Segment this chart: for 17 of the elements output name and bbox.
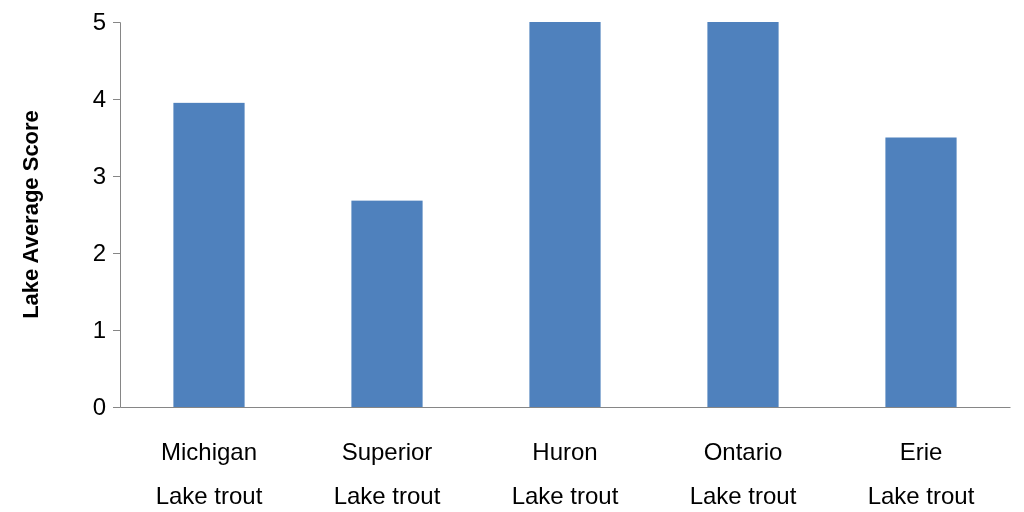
y-tick-label: 5	[92, 8, 106, 36]
x-tick-label: Erie Lake trout	[867, 438, 975, 509]
bar	[173, 102, 245, 407]
y-tick-label: 4	[92, 85, 106, 113]
y-tick-label: 2	[92, 239, 106, 267]
x-tick-label: Superior Lake trout	[333, 438, 441, 509]
y-tick-label: 3	[92, 162, 106, 190]
y-axis-title: Lake Average Score	[18, 110, 43, 319]
x-tick-label: Michigan Lake trout	[155, 438, 263, 509]
bar	[885, 137, 957, 407]
bar	[351, 200, 423, 407]
bar	[707, 22, 779, 407]
y-tick-label: 1	[92, 316, 106, 344]
x-tick-label: Ontario Lake trout	[689, 438, 797, 509]
bar	[529, 22, 601, 407]
x-tick-label: Huron Lake trout	[511, 438, 619, 509]
y-tick-label: 0	[92, 393, 106, 421]
